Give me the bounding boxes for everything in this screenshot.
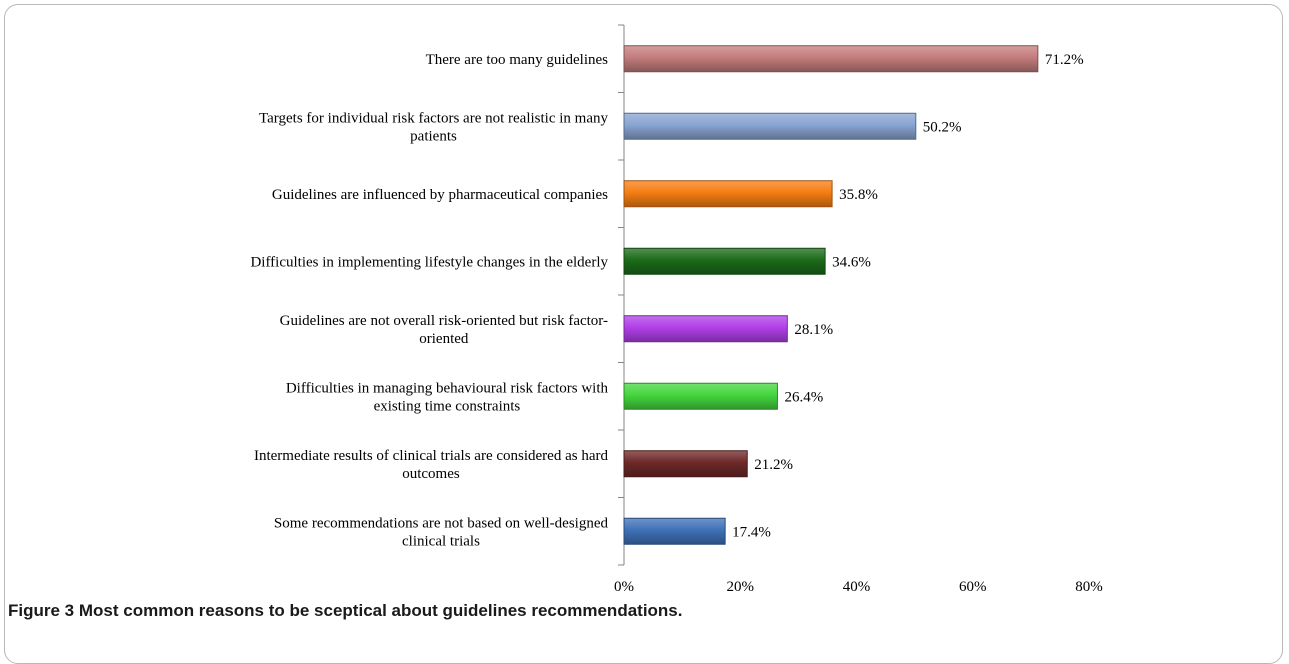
value-label: 21.2%	[754, 457, 793, 473]
value-label: 26.4%	[784, 389, 823, 405]
x-tick-label: 80%	[1075, 579, 1103, 595]
value-label: 34.6%	[832, 254, 871, 270]
value-label: 50.2%	[923, 119, 962, 135]
category-label: There are too many guidelines	[426, 52, 609, 68]
bar	[623, 247, 826, 275]
category-label: Some recommendations are not based on we…	[274, 515, 609, 531]
bar	[623, 382, 778, 410]
x-tick-label: 60%	[959, 579, 987, 595]
category-label: Difficulties in implementing lifestyle c…	[250, 254, 608, 270]
category-label: Guidelines are influenced by pharmaceuti…	[272, 187, 608, 203]
bar	[623, 450, 748, 478]
category-label: Intermediate results of clinical trials …	[254, 448, 609, 464]
bar	[623, 45, 1039, 73]
category-label: Difficulties in managing behavioural ris…	[286, 380, 609, 396]
value-label: 17.4%	[732, 524, 771, 540]
figure-caption-text: Most common reasons to be sceptical abou…	[78, 601, 683, 620]
category-label: clinical trials	[402, 533, 480, 549]
bar-chart: 0% 20% 40% 60% 80% 71.2% There are too many gu…	[250, 24, 1103, 595]
category-label: Guidelines are not overall risk-oriented…	[280, 313, 608, 329]
bar	[623, 315, 788, 343]
category-label: existing time constraints	[374, 398, 521, 414]
value-label: 71.2%	[1045, 52, 1084, 68]
category-label: Targets for individual risk factors are …	[259, 110, 608, 126]
category-label: patients	[410, 128, 457, 144]
value-label: 35.8%	[839, 187, 878, 203]
figure-number: Figure 3	[8, 601, 75, 620]
x-tick-label: 40%	[843, 579, 871, 595]
bar	[623, 517, 726, 545]
labels-layer: 0% 20% 40% 60% 80% 71.2% There are too many gu…	[250, 52, 1102, 595]
axis-layer	[618, 24, 625, 566]
bar	[623, 180, 833, 208]
bars-layer	[623, 45, 1039, 545]
figure-caption: Figure 3 Most common reasons to be scept…	[8, 601, 682, 621]
category-label: oriented	[419, 331, 469, 347]
x-tick-label: 0%	[614, 579, 634, 595]
value-label: 28.1%	[794, 322, 833, 338]
bar	[623, 112, 917, 140]
category-label: outcomes	[402, 466, 460, 482]
x-tick-label: 20%	[727, 579, 755, 595]
